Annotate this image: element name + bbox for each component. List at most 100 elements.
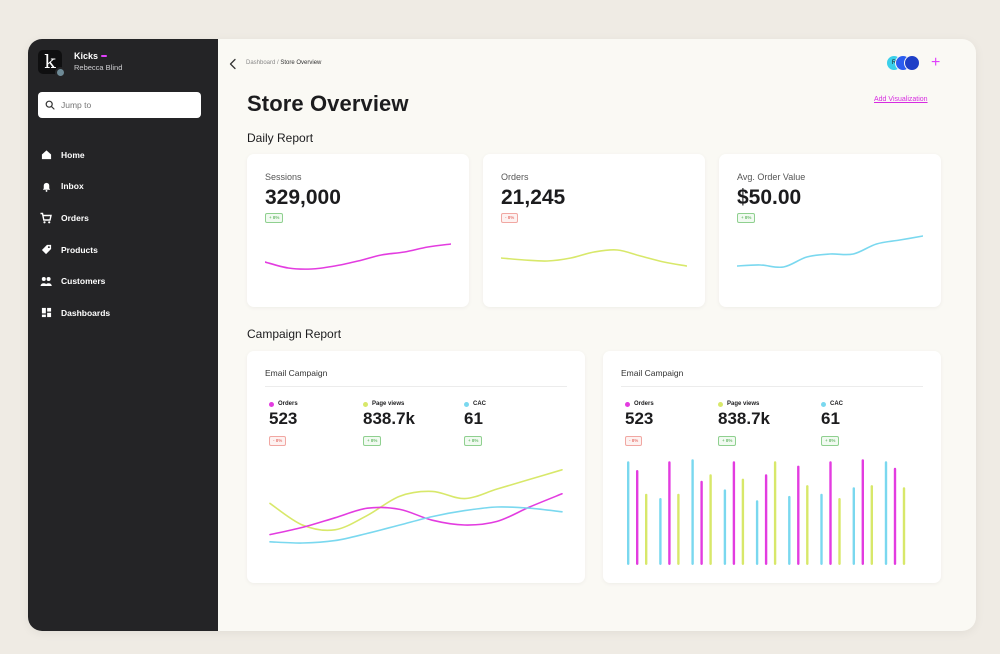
metric-page-views: Page views 838.7k + 8% [363, 401, 415, 447]
sidebar-nav: Home Inbox Orders Products Customers Das… [40, 139, 110, 329]
legend-dot [363, 401, 368, 407]
bar [893, 467, 897, 565]
sidebar-item-customers[interactable]: Customers [40, 265, 110, 297]
change-badge: + 8% [363, 436, 382, 446]
search-icon [45, 100, 55, 110]
campaign-bar-chart [627, 459, 906, 565]
bar [829, 461, 832, 565]
bar [668, 461, 671, 565]
metric-value: 523 [269, 409, 298, 428]
sessions-sparkline [265, 243, 451, 270]
legend-dot [464, 401, 469, 407]
sidebar-item-label: Products [61, 244, 98, 255]
user-avatar-dot [55, 67, 66, 78]
bar [659, 498, 662, 565]
avg-order-value-sparkline [737, 235, 923, 269]
sidebar-item-orders[interactable]: Orders [40, 202, 110, 234]
sidebar-item-dashboards[interactable]: Dashboards [40, 297, 110, 329]
sidebar-item-label: Home [61, 149, 85, 160]
breadcrumb-current: Store Overview [280, 60, 322, 66]
bar [723, 489, 727, 565]
dashboard-icon [40, 307, 52, 319]
sidebar-item-products[interactable]: Products [40, 234, 110, 266]
daily-report-heading: Daily Report [247, 131, 314, 145]
search-box[interactable] [38, 92, 201, 118]
sessions-card[interactable]: Sessions 329,000 + 8% [247, 154, 469, 307]
bar [741, 478, 745, 565]
users-icon [40, 275, 52, 287]
sidebar-item-home[interactable]: Home [40, 139, 110, 171]
metric-value: 61 [821, 409, 840, 428]
line-series [269, 506, 563, 544]
change-badge: + 8% [821, 436, 840, 446]
orders-card[interactable]: Orders 21,245 - 8% [483, 154, 705, 307]
bar [636, 470, 639, 565]
line-series [269, 493, 563, 536]
orders-sparkline [501, 249, 687, 267]
metric-orders: Orders 523 - 8% [269, 401, 298, 447]
bar [645, 493, 648, 565]
dropdown-indicator-icon [101, 55, 108, 57]
legend-dot [269, 401, 274, 407]
collaborator-avatars[interactable]: R [886, 55, 920, 71]
change-badge: - 8% [269, 436, 287, 446]
legend-dot [821, 401, 826, 407]
change-badge: - 8% [625, 436, 643, 446]
email-campaign-bar-card[interactable]: Email Campaign Orders 523 - 8% Page view… [603, 351, 941, 583]
card-value: $50.00 [737, 186, 802, 209]
avatar-initial: R [891, 60, 897, 66]
home-icon [40, 149, 52, 161]
workspace-switcher[interactable]: k Kicks Rebecca Blind [38, 50, 123, 78]
bar [797, 465, 800, 565]
bar [788, 495, 791, 565]
avg-order-value-card[interactable]: Avg. Order Value $50.00 + 8% [719, 154, 941, 307]
bar [709, 474, 712, 565]
line-series [269, 469, 563, 532]
bar [627, 461, 630, 565]
campaign-line-chart [269, 469, 563, 544]
email-campaign-line-card[interactable]: Email Campaign Orders 523 - 8% Page view… [247, 351, 585, 583]
metric-name: Page views [727, 401, 760, 407]
legend-dot [718, 401, 723, 407]
campaign-report-heading: Campaign Report [247, 327, 342, 341]
bar [838, 498, 841, 565]
metric-orders: Orders 523 - 8% [625, 401, 654, 447]
cart-icon [40, 212, 52, 224]
sparkline-series [265, 243, 451, 270]
breadcrumb: Dashboard / Store Overview [246, 60, 321, 66]
bell-icon [40, 180, 52, 192]
add-collaborator-icon[interactable]: + [931, 54, 941, 71]
metric-name: CAC [830, 401, 843, 407]
metric-value: 523 [625, 409, 654, 428]
legend-dot [625, 401, 630, 407]
back-arrow-icon[interactable] [228, 58, 238, 70]
bar [764, 474, 768, 565]
add-visualization-link[interactable]: Add Visualization [874, 96, 928, 103]
user-name: Rebecca Blind [74, 63, 123, 72]
sidebar-item-label: Customers [61, 276, 106, 287]
sidebar-item-inbox[interactable]: Inbox [40, 171, 110, 203]
metric-name: Orders [634, 401, 654, 407]
avatar [904, 55, 920, 71]
search-input[interactable] [61, 100, 191, 110]
metric-value: 838.7k [363, 409, 415, 428]
campaign-title: Email Campaign [265, 368, 328, 378]
change-badge: + 8% [464, 436, 483, 446]
sparkline-series [501, 249, 687, 267]
metric-cac: CAC 61 + 8% [464, 401, 486, 447]
bar [700, 480, 703, 565]
change-badge: - 8% [501, 213, 519, 223]
brand-logo: k [38, 50, 66, 78]
bar [806, 485, 809, 565]
change-badge: + 8% [265, 213, 284, 223]
bar [773, 461, 777, 565]
bar [884, 461, 888, 565]
change-badge: + 8% [737, 213, 756, 223]
change-badge: + 8% [718, 436, 737, 446]
bar [852, 487, 855, 565]
sidebar-item-label: Orders [61, 212, 89, 223]
breadcrumb-parent[interactable]: Dashboard [246, 60, 276, 66]
card-value: 21,245 [501, 186, 566, 209]
sidebar: k Kicks Rebecca Blind Home Inbox [28, 39, 218, 631]
sidebar-item-label: Inbox [61, 181, 84, 192]
